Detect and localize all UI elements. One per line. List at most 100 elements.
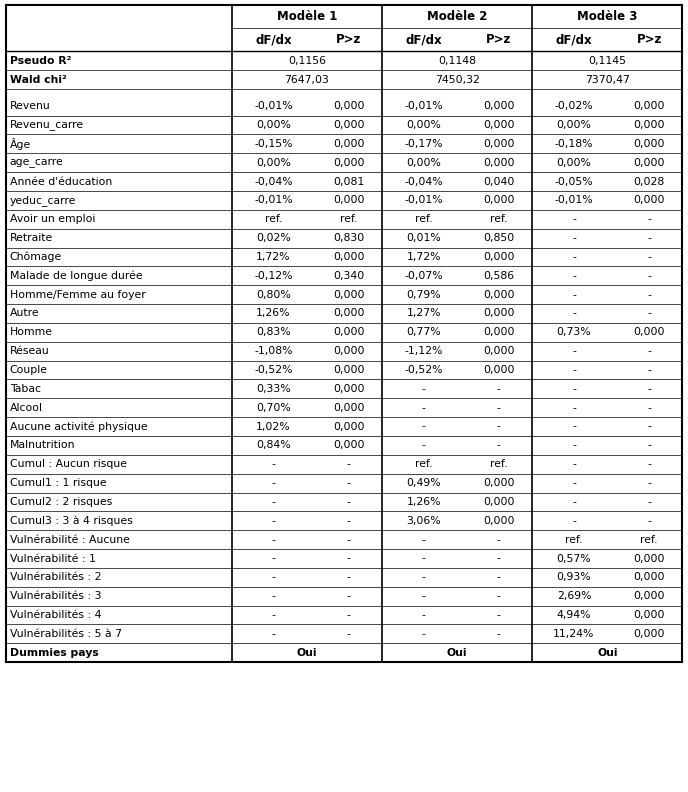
Text: -: - [347,610,350,620]
Text: 0,1156: 0,1156 [288,56,326,66]
Text: -0,52%: -0,52% [254,365,292,375]
Text: 0,00%: 0,00% [256,158,291,168]
Text: 0,000: 0,000 [333,290,365,299]
Text: dF/dx: dF/dx [556,33,592,46]
Text: -: - [647,290,651,299]
Text: Oui: Oui [447,648,467,658]
Text: 0,000: 0,000 [483,308,515,318]
Text: 0,000: 0,000 [634,573,665,582]
Text: Vulnérabilité : 1: Vulnérabilité : 1 [10,554,96,564]
Text: Avoir un emploi: Avoir un emploi [10,214,95,224]
Text: Aucune activité physique: Aucune activité physique [10,421,147,432]
Text: 0,000: 0,000 [634,158,665,168]
Text: -: - [572,478,576,488]
Text: 0,000: 0,000 [333,327,365,337]
Text: ref.: ref. [641,535,658,545]
Text: -: - [572,308,576,318]
Text: -: - [572,402,576,413]
Text: 0,000: 0,000 [483,497,515,507]
Text: 0,83%: 0,83% [256,327,291,337]
Text: 0,000: 0,000 [333,421,365,432]
Text: 0,000: 0,000 [333,384,365,394]
Text: 0,000: 0,000 [483,120,515,130]
Text: Malnutrition: Malnutrition [10,440,75,451]
Text: 0,081: 0,081 [333,177,364,187]
Text: Oui: Oui [597,648,618,658]
Text: 7647,03: 7647,03 [284,74,330,85]
Text: -0,07%: -0,07% [405,271,443,281]
Text: 0,000: 0,000 [333,440,365,451]
Text: 0,00%: 0,00% [406,158,441,168]
Text: Revenu: Revenu [10,101,50,111]
Text: ref.: ref. [566,535,583,545]
Text: Modèle 3: Modèle 3 [577,10,638,23]
Text: -: - [272,497,275,507]
Text: 0,49%: 0,49% [407,478,441,488]
Text: 1,26%: 1,26% [256,308,290,318]
Text: -: - [647,421,651,432]
Text: -0,04%: -0,04% [254,177,292,187]
Text: 0,33%: 0,33% [256,384,291,394]
Text: -: - [572,440,576,451]
Text: -: - [647,478,651,488]
Text: 0,586: 0,586 [483,271,515,281]
Text: -: - [497,554,501,564]
Text: Wald chi²: Wald chi² [10,74,67,85]
Text: 0,000: 0,000 [333,139,365,149]
Text: -: - [347,516,350,526]
Text: -: - [347,573,350,582]
Text: -0,01%: -0,01% [405,196,443,205]
Text: P>z: P>z [336,33,361,46]
Text: 0,000: 0,000 [634,327,665,337]
Text: dF/dx: dF/dx [255,33,292,46]
Text: -: - [422,440,426,451]
Text: -: - [422,629,426,639]
Text: -: - [647,497,651,507]
Text: Chômage: Chômage [10,252,62,262]
Text: 1,72%: 1,72% [407,252,441,262]
Text: 0,000: 0,000 [483,327,515,337]
Text: age_carre: age_carre [10,158,63,168]
Text: -: - [572,252,576,262]
Text: Homme: Homme [10,327,52,337]
Text: Cumul1 : 1 risque: Cumul1 : 1 risque [10,478,106,488]
Text: 0,000: 0,000 [333,120,365,130]
Text: Tabac: Tabac [10,384,41,394]
Text: Alcool: Alcool [10,402,43,413]
Text: ref.: ref. [265,214,282,224]
Text: Âge: Âge [10,138,31,150]
Text: -: - [347,629,350,639]
Text: -: - [422,610,426,620]
Text: 0,000: 0,000 [333,308,365,318]
Text: 0,000: 0,000 [634,139,665,149]
Text: -: - [647,459,651,470]
Text: 0,00%: 0,00% [406,120,441,130]
Text: 0,000: 0,000 [483,365,515,375]
Text: Malade de longue durée: Malade de longue durée [10,271,142,281]
Text: -: - [647,271,651,281]
Text: -: - [647,214,651,224]
Text: 1,27%: 1,27% [407,308,441,318]
Text: 0,000: 0,000 [634,120,665,130]
Text: -: - [572,233,576,243]
Text: -: - [497,535,501,545]
Text: -: - [647,402,651,413]
Text: Homme/Femme au foyer: Homme/Femme au foyer [10,290,145,299]
Text: -: - [497,440,501,451]
Text: -: - [572,516,576,526]
Text: 0,000: 0,000 [634,196,665,205]
Text: -: - [497,384,501,394]
Text: 0,00%: 0,00% [256,120,291,130]
Text: 0,000: 0,000 [333,101,365,111]
Text: 7370,47: 7370,47 [585,74,630,85]
Text: 0,01%: 0,01% [407,233,441,243]
Text: -0,52%: -0,52% [405,365,443,375]
Text: 0,000: 0,000 [483,252,515,262]
Text: Retraite: Retraite [10,233,53,243]
Text: Vulnérabilités : 3: Vulnérabilités : 3 [10,591,101,601]
Text: Oui: Oui [297,648,317,658]
Text: P>z: P>z [636,33,662,46]
Text: -: - [572,346,576,356]
Text: P>z: P>z [486,33,511,46]
Text: 0,70%: 0,70% [256,402,291,413]
